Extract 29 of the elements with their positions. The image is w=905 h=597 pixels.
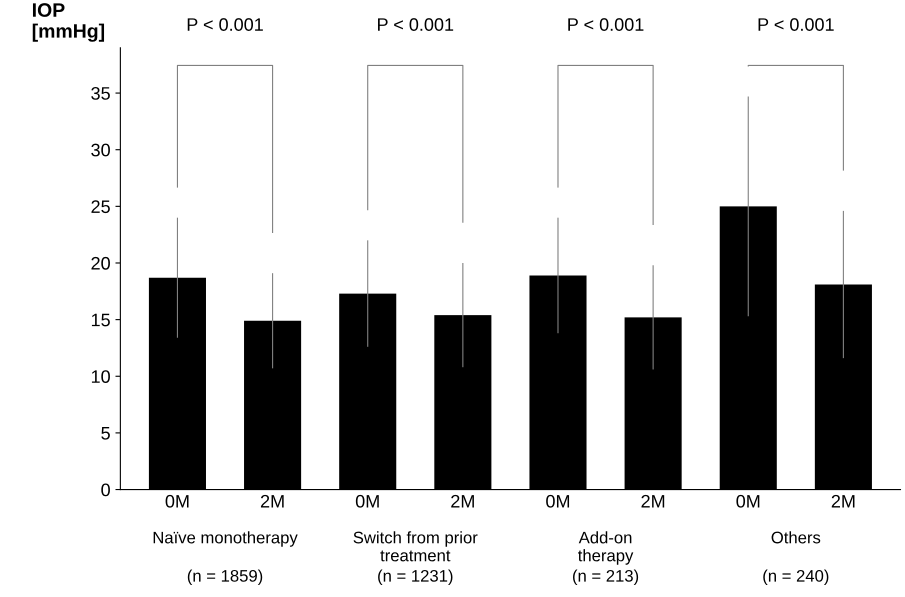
text: (n = 213) bbox=[573, 570, 638, 586]
text: Others bbox=[772, 531, 820, 544]
y-axis-title: IOP [mmHg] bbox=[32, 3, 104, 42]
y-tick-label: 25 bbox=[91, 200, 110, 214]
x-tick-label: 0M bbox=[166, 494, 189, 508]
x-tick-label: 2M bbox=[260, 494, 284, 508]
text: Naïve monotherapy bbox=[154, 531, 298, 547]
text: Add-on therapy bbox=[578, 531, 634, 565]
x-tick-label: 2M bbox=[832, 494, 854, 508]
y-tick-label: 10 bbox=[92, 370, 110, 383]
text: P < 0.001 bbox=[568, 18, 644, 31]
text: (n = 1859) bbox=[188, 570, 262, 586]
text: Switch from prior treatment bbox=[354, 531, 478, 562]
y-tick-label: 30 bbox=[91, 144, 110, 156]
text: P < 0.001 bbox=[378, 18, 454, 31]
x-tick-label: 0M bbox=[356, 494, 379, 508]
x-tick-label: 0M bbox=[546, 494, 570, 508]
x-tick-label: 0M bbox=[736, 494, 760, 508]
y-tick-label: 35 bbox=[91, 87, 110, 100]
text: (n = 240) bbox=[763, 570, 828, 586]
y-tick-label: 0 bbox=[101, 483, 110, 496]
y-tick-label: 20 bbox=[91, 256, 110, 270]
x-tick-label: 2M bbox=[641, 494, 664, 508]
text: P < 0.001 bbox=[188, 18, 263, 31]
text: (n = 1231) bbox=[378, 570, 452, 586]
text: P < 0.001 bbox=[758, 18, 834, 31]
y-tick-label: 5 bbox=[101, 427, 110, 440]
x-tick-label: 2M bbox=[451, 494, 474, 508]
y-tick-label: 15 bbox=[92, 314, 110, 326]
